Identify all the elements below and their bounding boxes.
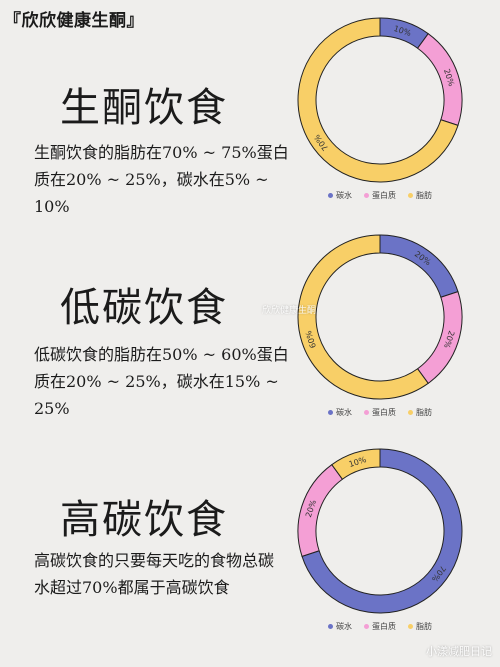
keto-legend-dot-1 [364,193,369,198]
low-carb-legend-item-2: 脂肪 [408,407,432,418]
high-carb-legend-label-0: 碳水 [336,622,352,631]
watermark-text: 欣欣健康生酮 [262,306,317,316]
low-carb-chart-legend: 碳水 蛋白质 脂肪 [294,407,466,418]
low-carb-slice-2 [297,234,429,400]
low-carb-slice-0 [379,234,459,298]
high-carb-legend-dot-1 [364,624,369,629]
high-carb-chart-legend: 碳水 蛋白质 脂肪 [294,621,466,632]
high-carb-title: 高碳饮食 [60,497,228,543]
high-carb-legend-item-0: 碳水 [328,621,352,632]
keto-legend-label-1: 蛋白质 [372,191,396,200]
high-carb-donut-chart: 70% 20% 10% 碳水 蛋白质 脂肪 [294,445,466,632]
low-carb-legend-item-0: 碳水 [328,407,352,418]
low-carb-donut-svg: 20%20%60% [297,234,463,400]
keto-title: 生酮饮食 [60,85,228,131]
high-carb-description: 高碳饮食的只要每天吃的食物总碳水超过70%都属于高碳饮食 [34,551,275,597]
high-carb-slice-2 [331,448,381,480]
high-carb-slice-1 [297,463,344,557]
low-carb-legend-dot-1 [364,410,369,415]
low-carb-legend-label-1: 蛋白质 [372,408,396,417]
keto-donut-svg: 10%20%70% [297,17,463,183]
high-carb-legend-label-2: 脂肪 [416,622,432,631]
keto-donut-chart: 10% 20% 70% 碳水 蛋白质 脂肪 [294,14,466,201]
footer-credit: 小漾减肥日记 [426,645,492,658]
high-carb-legend-dot-2 [408,624,413,629]
low-carb-legend-label-0: 碳水 [336,408,352,417]
low-carb-donut-chart: 20% 20% 60% 碳水 蛋白质 脂肪 [294,231,466,418]
low-carb-description: 低碳饮食的脂肪在50% ~ 60%蛋白质在20% ~ 25%，碳水在15% ~ … [34,345,289,418]
high-carb-legend-item-2: 脂肪 [408,621,432,632]
keto-slice-2 [297,17,459,183]
high-carb-legend-label-1: 蛋白质 [372,622,396,631]
keto-legend-dot-2 [408,193,413,198]
low-carb-legend-label-2: 脂肪 [416,408,432,417]
keto-legend-label-2: 脂肪 [416,191,432,200]
keto-legend-label-0: 碳水 [336,191,352,200]
high-carb-slice-0 [301,448,463,614]
keto-legend-item-0: 碳水 [328,190,352,201]
keto-chart-legend: 碳水 蛋白质 脂肪 [294,190,466,201]
keto-legend-dot-0 [328,193,333,198]
keto-legend-item-2: 脂肪 [408,190,432,201]
high-carb-legend-dot-0 [328,624,333,629]
keto-description: 生酮饮食的脂肪在70% ~ 75%蛋白质在20% ~ 25%，碳水在5% ~ 1… [34,143,289,216]
brand-title: 『欣欣健康生酮』 [4,11,144,31]
low-carb-legend-item-1: 蛋白质 [364,407,396,418]
high-carb-donut-svg: 70%20%10% [297,448,463,614]
high-carb-legend-item-1: 蛋白质 [364,621,396,632]
low-carb-legend-dot-0 [328,410,333,415]
low-carb-title: 低碳饮食 [60,285,228,331]
keto-legend-item-1: 蛋白质 [364,190,396,201]
keto-slice-1 [416,32,463,126]
low-carb-legend-dot-2 [408,410,413,415]
